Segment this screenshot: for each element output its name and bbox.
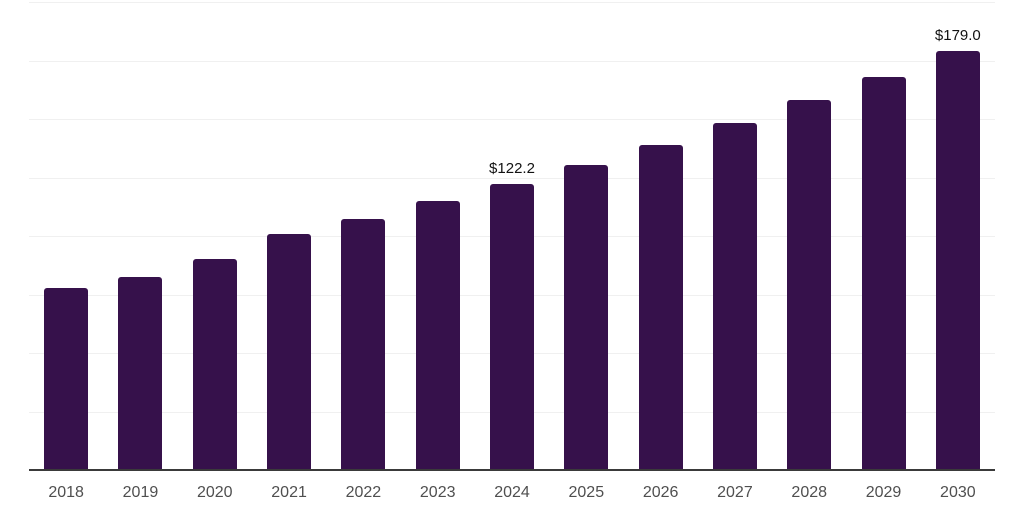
x-tick-label-2022: 2022 bbox=[345, 484, 382, 501]
bar-2019 bbox=[118, 276, 163, 470]
bar-2023 bbox=[415, 201, 460, 470]
x-tick-label-2023: 2023 bbox=[419, 484, 456, 501]
gridline-200 bbox=[29, 2, 995, 3]
x-tick-label-2026: 2026 bbox=[642, 484, 679, 501]
bar-2030 bbox=[935, 51, 980, 470]
x-tick-label-2021: 2021 bbox=[271, 484, 307, 501]
bar-2021 bbox=[267, 233, 312, 470]
bar-2025 bbox=[564, 165, 609, 470]
x-tick-label-2020: 2020 bbox=[196, 484, 233, 501]
x-tick-label-2028: 2028 bbox=[791, 484, 828, 501]
bar-2028 bbox=[787, 100, 832, 470]
value-label-2024: $122.2 bbox=[489, 160, 535, 178]
x-tick-label-2030: 2030 bbox=[940, 484, 976, 501]
bar-2022 bbox=[341, 218, 386, 470]
x-tick-label-2025: 2025 bbox=[568, 484, 605, 501]
x-axis-line bbox=[29, 469, 995, 471]
x-tick-label-2024: 2024 bbox=[494, 484, 530, 501]
bar-2018 bbox=[44, 288, 89, 470]
bar-2029 bbox=[861, 77, 906, 470]
gridline-150 bbox=[29, 119, 995, 120]
bar-2020 bbox=[192, 258, 237, 470]
x-tick-label-2027: 2027 bbox=[717, 484, 753, 501]
bar-2026 bbox=[638, 144, 683, 470]
x-tick-label-2019: 2019 bbox=[122, 484, 159, 501]
value-label-2030: $179.0 bbox=[934, 27, 981, 45]
x-tick-label-2018: 2018 bbox=[48, 484, 84, 501]
bar-2024 bbox=[490, 184, 534, 470]
x-tick-label-2029: 2029 bbox=[865, 484, 902, 501]
bar-2027 bbox=[712, 123, 757, 470]
gridline-125 bbox=[29, 177, 995, 179]
gridline-175 bbox=[29, 60, 995, 62]
